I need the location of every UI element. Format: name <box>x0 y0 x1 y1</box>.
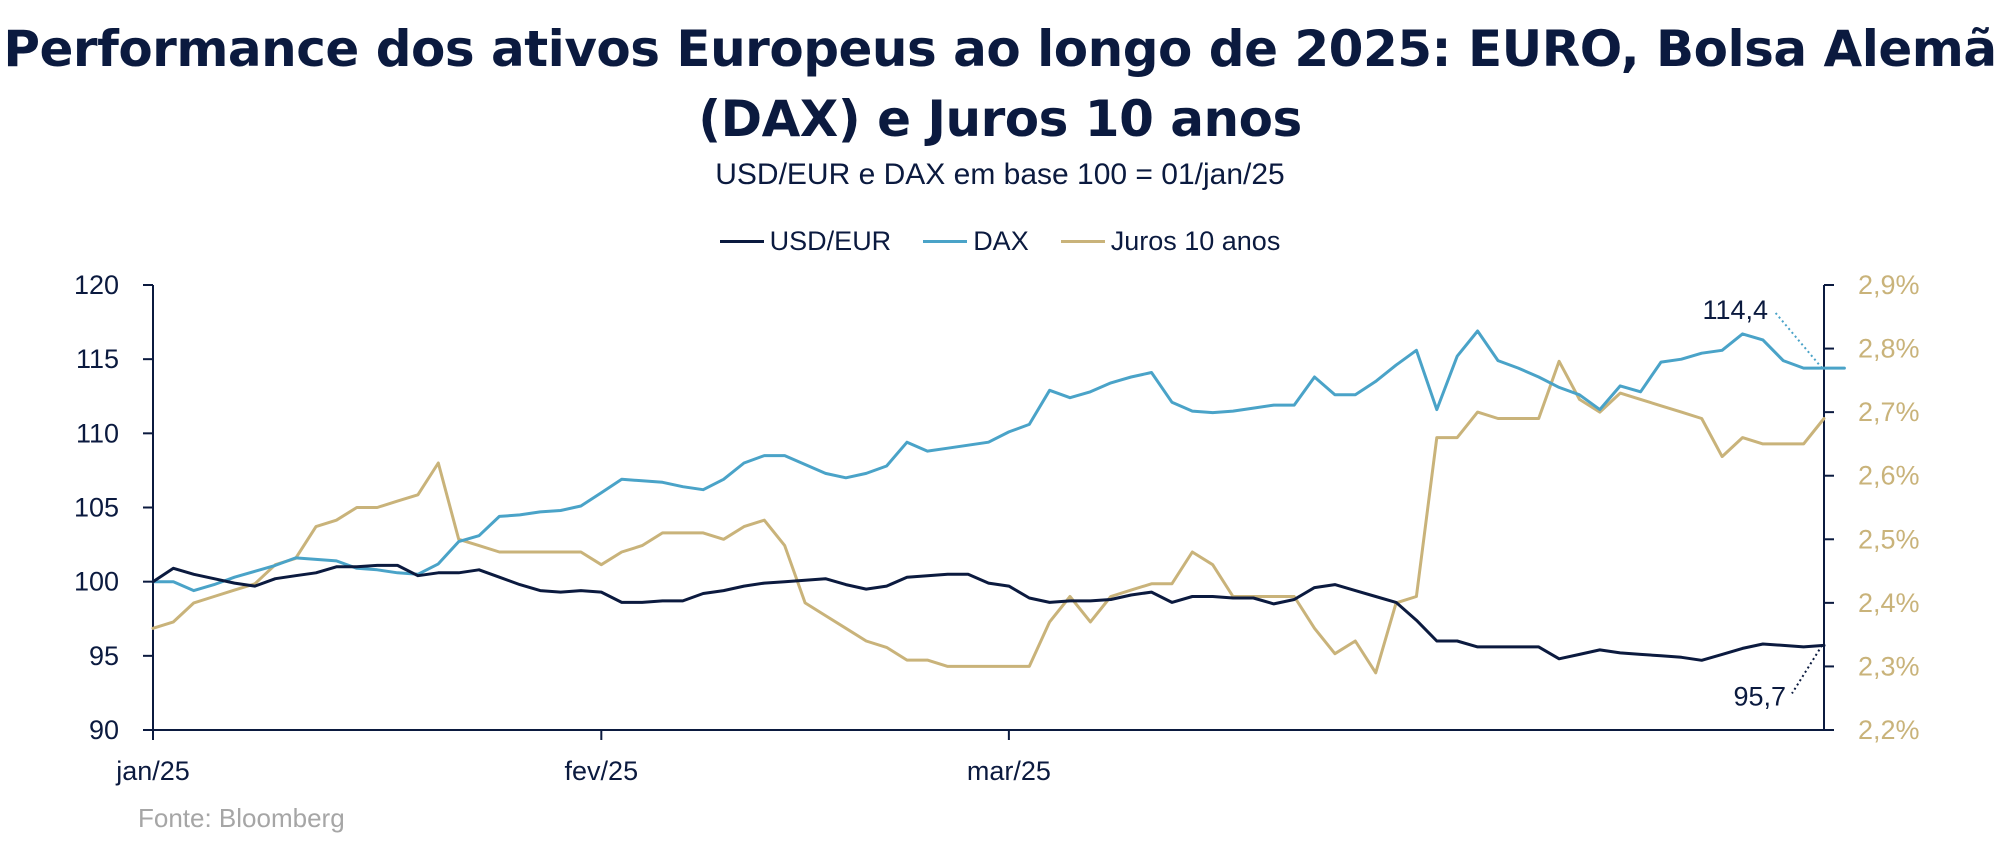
left-axis-tick-label: 115 <box>76 344 119 374</box>
legend-item-juros: Juros 10 anos <box>1060 226 1281 257</box>
right-axis-tick-label: 2,6% <box>1858 461 1920 491</box>
annotation-leader-usd-eur <box>1791 644 1823 694</box>
chart-subtitle: USD/EUR e DAX em base 100 = 01/jan/25 <box>715 158 1285 191</box>
legend-item-dax: DAX <box>923 226 1029 257</box>
legend-label-usd-eur: USD/EUR <box>769 226 892 256</box>
legend-item-usd-eur: USD/EUR <box>719 226 892 257</box>
right-axis-tick-label: 2,3% <box>1858 651 1920 681</box>
left-axis-tick-label: 120 <box>74 270 119 300</box>
right-axis-tick-label: 2,2% <box>1858 715 1920 745</box>
left-axis-tick-label: 100 <box>74 567 119 597</box>
legend-swatch-juros <box>1060 240 1105 243</box>
left-axis-tick-label: 110 <box>76 418 119 448</box>
right-axis-tick-label: 2,4% <box>1858 588 1920 618</box>
right-axis-tick-label: 2,5% <box>1858 524 1920 554</box>
left-axis-tick-label: 95 <box>89 641 119 671</box>
chart-title: Performance dos ativos Europeus ao longo… <box>0 14 2000 154</box>
x-axis-tick-label: mar/25 <box>967 756 1051 786</box>
series-line-dax <box>151 329 1846 593</box>
source-note: Fonte: Bloomberg <box>138 803 345 833</box>
left-axis-tick-label: 105 <box>74 493 119 523</box>
left-axis-tick-label: 90 <box>89 715 119 745</box>
chart-title-line1: Performance dos ativos Europeus ao longo… <box>3 20 1997 78</box>
x-axis-tick-label: jan/25 <box>115 756 190 786</box>
legend-label-juros: Juros 10 anos <box>1110 226 1281 256</box>
right-axis-tick-label: 2,8% <box>1858 334 1920 364</box>
series-line-usd-eur <box>151 563 1826 662</box>
chart-title-line2: (DAX) e Juros 10 anos <box>698 90 1302 148</box>
legend-swatch-usd-eur <box>719 240 764 243</box>
right-axis-tick-label: 2,9% <box>1858 270 1920 300</box>
x-axis-tick-label: fev/25 <box>565 756 639 786</box>
legend-label-dax: DAX <box>973 226 1029 256</box>
series-line-juros-10-anos <box>151 359 1826 675</box>
legend-swatch-dax <box>923 240 968 243</box>
annotation-label-dax: 114,4 <box>1702 295 1768 325</box>
chart-legend: USD/EUR DAX Juros 10 anos <box>0 226 2000 257</box>
right-axis-tick-label: 2,7% <box>1858 397 1920 427</box>
annotation-label-usd-eur: 95,7 <box>1733 681 1786 711</box>
